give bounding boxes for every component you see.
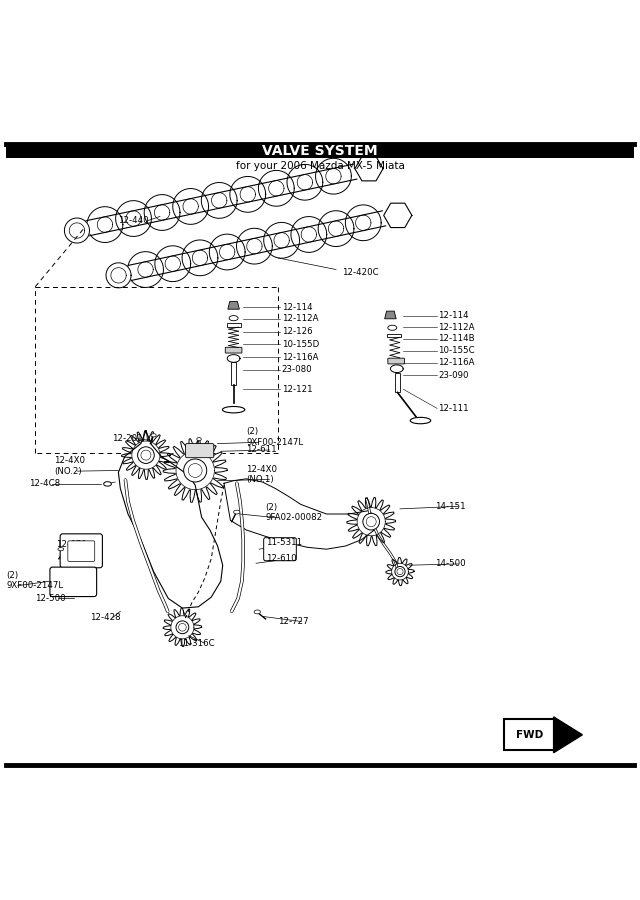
Polygon shape	[106, 263, 131, 288]
Text: 12-116A: 12-116A	[438, 358, 475, 367]
Ellipse shape	[58, 547, 64, 551]
Text: 12-201: 12-201	[112, 434, 143, 443]
Bar	[231, 362, 236, 384]
Polygon shape	[228, 302, 239, 310]
Text: 12-114B: 12-114B	[438, 334, 475, 343]
Text: 12-112A: 12-112A	[282, 314, 318, 323]
Ellipse shape	[234, 510, 240, 514]
Text: 10-155C: 10-155C	[438, 346, 475, 356]
FancyBboxPatch shape	[186, 444, 214, 458]
Bar	[395, 374, 400, 392]
Ellipse shape	[188, 464, 202, 477]
Text: 12-500: 12-500	[35, 594, 66, 603]
Ellipse shape	[104, 482, 111, 486]
FancyBboxPatch shape	[264, 537, 296, 561]
Text: VALVE SYSTEM: VALVE SYSTEM	[262, 144, 378, 158]
Ellipse shape	[229, 316, 238, 320]
Polygon shape	[347, 498, 396, 545]
Text: 23-080: 23-080	[282, 365, 312, 374]
FancyBboxPatch shape	[388, 358, 404, 364]
FancyBboxPatch shape	[225, 347, 242, 353]
Text: 11-316C: 11-316C	[178, 639, 214, 648]
Ellipse shape	[363, 513, 380, 530]
Ellipse shape	[397, 569, 403, 575]
Text: 12-4X0
(NO.1): 12-4X0 (NO.1)	[246, 464, 277, 484]
FancyBboxPatch shape	[60, 534, 102, 568]
Ellipse shape	[223, 407, 244, 413]
Text: for your 2006 Mazda MX-5 Miata: for your 2006 Mazda MX-5 Miata	[236, 161, 404, 171]
Polygon shape	[355, 157, 383, 181]
Polygon shape	[163, 608, 202, 646]
Bar	[227, 323, 241, 327]
Polygon shape	[385, 311, 396, 319]
Ellipse shape	[197, 437, 201, 441]
Ellipse shape	[176, 621, 189, 634]
Text: (2)
9XF00-2147L: (2) 9XF00-2147L	[6, 571, 63, 590]
Ellipse shape	[138, 446, 154, 464]
Text: 12-610: 12-610	[266, 554, 296, 563]
Text: 12-121: 12-121	[282, 384, 312, 393]
Text: 10-155D: 10-155D	[282, 340, 319, 349]
Polygon shape	[554, 717, 582, 752]
FancyBboxPatch shape	[68, 541, 95, 562]
Ellipse shape	[179, 624, 186, 631]
Ellipse shape	[254, 610, 260, 614]
Ellipse shape	[366, 517, 376, 526]
Text: 12-116A: 12-116A	[282, 353, 318, 362]
Ellipse shape	[395, 566, 405, 577]
Text: 12-420C: 12-420C	[342, 267, 379, 276]
Text: 12-440: 12-440	[118, 216, 149, 225]
Polygon shape	[163, 438, 227, 502]
Text: 14-151: 14-151	[435, 502, 466, 511]
Text: 23-090: 23-090	[438, 371, 469, 380]
Bar	[387, 334, 401, 338]
Text: 12-111: 12-111	[438, 404, 469, 413]
Text: 12-727: 12-727	[278, 617, 309, 626]
Text: (2)
9XF00-2147L: (2) 9XF00-2147L	[246, 428, 303, 447]
Polygon shape	[386, 557, 414, 586]
Ellipse shape	[184, 459, 207, 482]
Polygon shape	[384, 203, 412, 228]
Text: 12-114: 12-114	[282, 302, 312, 311]
Ellipse shape	[151, 434, 156, 436]
FancyBboxPatch shape	[50, 567, 97, 597]
Text: 14-500: 14-500	[435, 560, 466, 569]
Text: 11-5311: 11-5311	[266, 538, 301, 547]
Ellipse shape	[410, 418, 431, 424]
Polygon shape	[65, 218, 90, 243]
Bar	[6, 144, 634, 158]
Text: 12-112A: 12-112A	[438, 322, 475, 331]
Text: 12-670: 12-670	[56, 540, 87, 549]
Text: 12-114: 12-114	[438, 311, 469, 320]
Text: 12-126: 12-126	[282, 327, 312, 336]
FancyBboxPatch shape	[504, 719, 555, 751]
Ellipse shape	[141, 450, 151, 460]
Polygon shape	[122, 431, 170, 480]
Text: 12-4C8: 12-4C8	[29, 480, 60, 489]
Text: 12-4X0
(NO.2): 12-4X0 (NO.2)	[54, 456, 85, 476]
Text: FWD: FWD	[516, 730, 543, 740]
Text: 12-428: 12-428	[90, 613, 120, 622]
Text: 12-611: 12-611	[246, 446, 277, 454]
Ellipse shape	[388, 325, 397, 330]
Text: (2)
9FA02-00082: (2) 9FA02-00082	[266, 503, 323, 522]
